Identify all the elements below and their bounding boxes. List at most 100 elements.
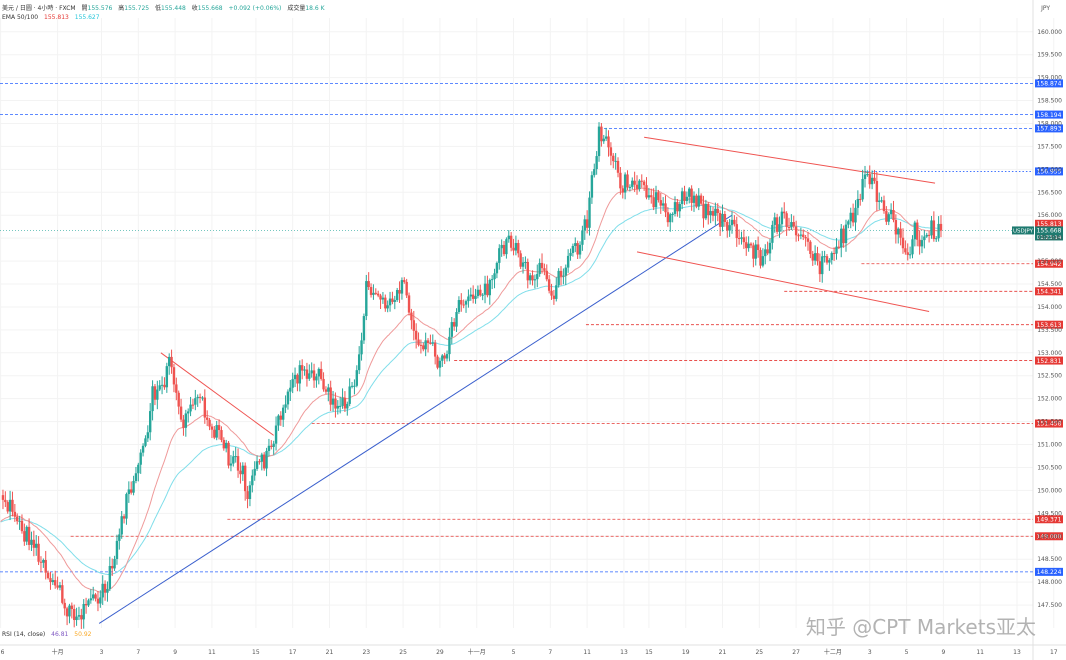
level-tag (1035, 167, 1063, 176)
candle-body (771, 224, 774, 243)
close-label: 收 (191, 5, 198, 12)
candle-body (8, 499, 12, 512)
candle-body (265, 450, 268, 469)
candle-body (384, 297, 387, 309)
candle-body (894, 220, 898, 235)
candle-body (111, 565, 114, 569)
change-value: +0.092 (+0.06%) (228, 5, 282, 12)
candle-body (177, 392, 180, 407)
x-tick-label: 25 (755, 649, 763, 656)
candle-body (588, 197, 591, 228)
candle-body (260, 454, 264, 462)
candle-body (433, 342, 437, 357)
level-tag-label: 149.000 (1037, 533, 1062, 540)
horizontal-levels: 158.874 158.194 157.893 156.955 155.813155.6… (0, 79, 1063, 576)
candle-body (901, 237, 905, 249)
candle-body (737, 238, 741, 240)
low-value: 155.448 (161, 5, 186, 12)
candle-body (412, 320, 415, 331)
candle-body (939, 223, 943, 231)
close-value: 155.668 (197, 5, 223, 12)
high-label: 高 (118, 5, 125, 12)
x-tick-label: 29 (436, 649, 444, 656)
candle-body (904, 248, 907, 253)
candle-body (593, 169, 596, 176)
x-tick-label: 26 (0, 649, 5, 656)
level-tag (1035, 124, 1063, 133)
candle-body (550, 290, 553, 296)
candle-body (305, 369, 309, 379)
level-tag (1035, 320, 1063, 329)
candle-body (37, 543, 40, 562)
candle-body (602, 138, 605, 142)
candle-body (317, 368, 321, 377)
candle-body (730, 219, 734, 226)
candle-body (134, 473, 138, 481)
candle-body (526, 261, 529, 281)
candle-body (714, 208, 717, 216)
candle-body (740, 237, 743, 239)
candle-body (262, 454, 266, 469)
candle-body (804, 237, 807, 239)
candle-body (407, 295, 411, 313)
candle-body (678, 204, 681, 212)
price-axis: 147.500 148.000 148.500 149.000 149.500 150.0… (1037, 29, 1062, 609)
candle-body (856, 198, 860, 208)
candle-body (448, 336, 451, 355)
candle-body (405, 281, 408, 296)
x-tick-label: 7 (548, 649, 552, 656)
watermark: 知乎 @CPT Markets亚太 (805, 615, 1036, 639)
candle-body (768, 242, 772, 254)
candlesticks (1, 122, 943, 629)
candle-body (585, 219, 589, 228)
candle-body (495, 262, 499, 274)
candle-body (42, 559, 45, 563)
candle-body (381, 297, 385, 300)
candle-body (49, 578, 52, 583)
candle-body (545, 270, 548, 280)
candle-body (664, 203, 667, 213)
candle-body (559, 270, 563, 277)
candle-body (32, 539, 36, 548)
candle-body (671, 213, 674, 215)
candle-body (457, 300, 461, 313)
x-tick-label: 9 (941, 649, 945, 656)
candle-body (614, 160, 617, 162)
candle-body (201, 397, 204, 399)
candle-body (802, 234, 805, 238)
candle-body (733, 219, 736, 225)
candle-body (429, 343, 432, 345)
candle-body (73, 608, 76, 621)
candle-body (450, 322, 453, 337)
rsi-legend[interactable]: RSI (14, close) 46.81 50.92 (2, 631, 95, 638)
level-tag-label: 149.371 (1037, 516, 1062, 523)
level-tag-label: 157.893 (1037, 126, 1062, 133)
x-tick-label: 5 (905, 649, 909, 656)
candle-body (248, 485, 252, 500)
ema-legend[interactable]: EMA 50/100 155.813 155.627 (2, 14, 104, 21)
x-tick-label: 27 (792, 649, 800, 656)
open-value: 155.576 (87, 5, 113, 12)
candle-body (422, 345, 425, 350)
level-tag (1035, 532, 1063, 541)
candle-body (759, 250, 762, 266)
level-tag-label: 154.341 (1037, 289, 1062, 296)
candle-body (424, 340, 427, 350)
y-tick-label: 148.000 (1037, 579, 1062, 586)
candle-body (331, 398, 335, 405)
candle-body (913, 222, 917, 240)
candle-body (291, 379, 294, 388)
candle-body (799, 234, 803, 236)
candle-body (576, 243, 579, 255)
candle-body (113, 558, 116, 569)
candle-body (702, 203, 705, 219)
x-tick-label: 十一月 (468, 648, 486, 656)
candle-body (889, 210, 893, 215)
candle-body (861, 179, 864, 200)
candle-body (144, 438, 147, 446)
candle-body (490, 279, 494, 281)
candle-body (918, 239, 921, 247)
candle-body (486, 283, 489, 296)
candle-body (761, 256, 765, 266)
